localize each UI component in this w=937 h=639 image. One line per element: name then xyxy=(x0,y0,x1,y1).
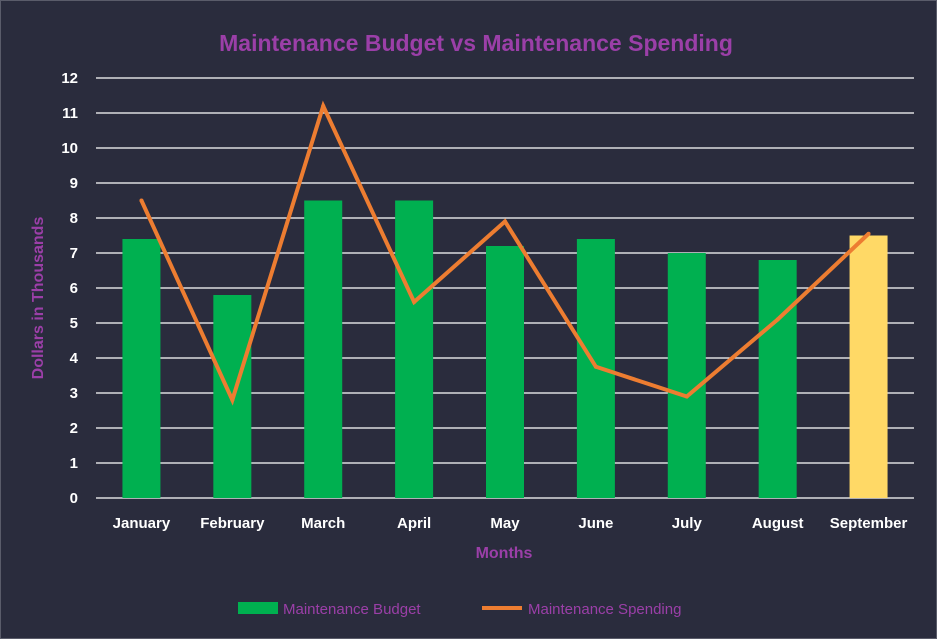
bar-april xyxy=(395,200,434,498)
legend-swatch-budget xyxy=(238,602,278,614)
spending-point-june xyxy=(593,364,598,369)
x-tick-label: July xyxy=(672,515,703,532)
x-tick-label: September xyxy=(830,515,908,532)
bar-january xyxy=(122,239,161,498)
spending-point-august xyxy=(775,317,780,322)
line-series xyxy=(139,100,871,406)
bar-march xyxy=(304,200,343,498)
bar-september xyxy=(849,235,888,498)
bar-series xyxy=(122,200,888,498)
bar-july xyxy=(667,253,706,498)
y-tick-label: 8 xyxy=(70,210,78,227)
spending-point-september xyxy=(866,231,871,236)
x-tick-label: March xyxy=(301,515,345,532)
spending-point-may xyxy=(503,219,507,224)
spending-point-july xyxy=(684,394,689,399)
bar-may xyxy=(486,246,524,498)
y-tick-label: 4 xyxy=(70,350,79,367)
legend-label-spending: Maintenance Spending xyxy=(528,601,681,618)
spending-point-april xyxy=(412,300,417,304)
y-tick-label: 0 xyxy=(70,490,78,507)
y-tick-label: 10 xyxy=(61,140,78,157)
y-tick-label: 5 xyxy=(70,315,78,332)
x-axis-title: Months xyxy=(476,545,533,562)
spending-point-february xyxy=(230,398,235,402)
legend-label-budget: Maintenance Budget xyxy=(283,601,421,618)
x-axis-ticks: January February March April May June July Augu… xyxy=(113,515,908,532)
y-tick-label: 7 xyxy=(70,245,78,262)
legend: Maintenance Budget Maintenance Spending xyxy=(238,601,681,618)
chart-title: Maintenance Budget vs Maintenance Spendi… xyxy=(219,30,733,56)
x-tick-label: February xyxy=(200,515,265,532)
bar-august xyxy=(758,260,797,498)
x-tick-label: May xyxy=(490,515,520,532)
spending-point-march xyxy=(321,104,326,108)
spending-point-january xyxy=(139,198,144,203)
y-tick-label: 11 xyxy=(62,105,78,122)
y-tick-label: 1 xyxy=(70,455,78,472)
y-tick-label: 2 xyxy=(70,420,78,437)
x-tick-label: June xyxy=(578,515,613,532)
y-tick-label: 6 xyxy=(70,280,78,297)
x-tick-label: August xyxy=(752,515,804,532)
y-tick-label: 9 xyxy=(70,175,78,192)
y-tick-label: 12 xyxy=(61,70,78,87)
x-tick-label: April xyxy=(397,515,431,532)
y-tick-label: 3 xyxy=(70,385,78,402)
y-axis-title: Dollars in Thousands xyxy=(30,217,47,380)
x-tick-label: January xyxy=(113,515,171,532)
